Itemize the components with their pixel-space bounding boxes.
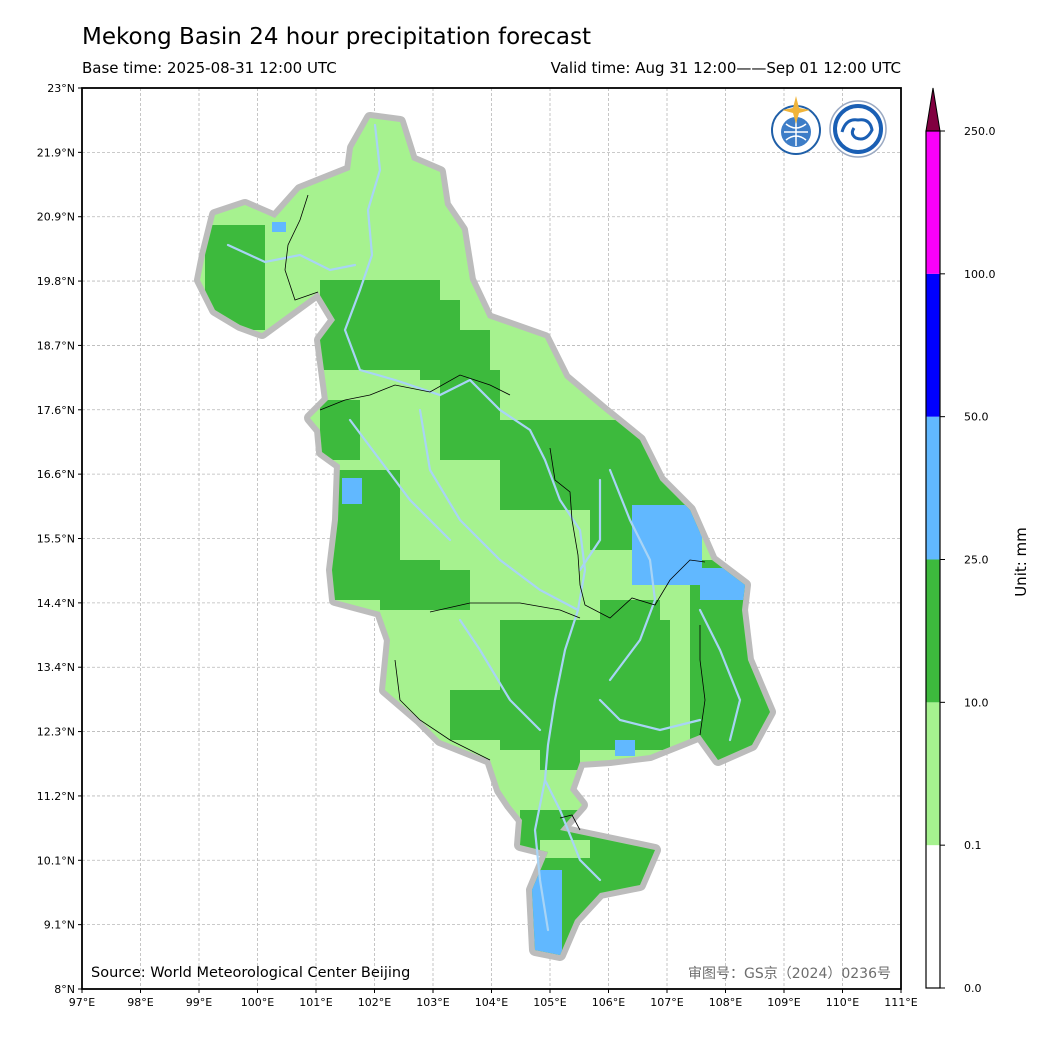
lat-tick-label: 11.2°N [37, 790, 75, 803]
colorbar-segment [926, 131, 940, 274]
lat-tick-label: 21.9°N [37, 146, 75, 159]
colorbar: 250.0 100.0 50.0 25.0 10.0 0.1 0.0 Unit: mm [925, 87, 1030, 995]
colorbar-tick-label: 10.0 [964, 696, 989, 709]
lon-tick-label: 101°E [299, 996, 332, 1009]
valid-time: Valid time: Aug 31 12:00——Sep 01 12:00 U… [550, 59, 901, 77]
lon-tick-label: 100°E [241, 996, 274, 1009]
lat-tick-label: 19.8°N [37, 275, 75, 288]
colorbar-segment [926, 702, 940, 846]
lon-tick-label: 111°E [884, 996, 917, 1009]
lon-tick-label: 109°E [767, 996, 800, 1009]
map-title: Mekong Basin 24 hour precipitation forec… [82, 24, 591, 50]
lat-tick-label: 18.7°N [37, 339, 75, 352]
lon-tick-label: 102°E [358, 996, 391, 1009]
colorbar-tick-label: 0.1 [964, 839, 982, 852]
lat-tick-label: 8°N [54, 983, 75, 996]
base-time: Base time: 2025-08-31 12:00 UTC [82, 59, 337, 77]
lat-tick-label: 20.9°N [37, 211, 75, 224]
lat-tick-label: 15.5°N [37, 533, 75, 546]
colorbar-segment [926, 559, 940, 703]
lat-tick-label: 13.4°N [37, 661, 75, 674]
lon-tick-label: 108°E [709, 996, 742, 1009]
lon-tick-label: 107°E [650, 996, 683, 1009]
lat-tick-label: 12.3°N [37, 726, 75, 739]
lat-tick-label: 17.6°N [37, 404, 75, 417]
source-label: Source: World Meteorological Center Beij… [91, 965, 410, 981]
colorbar-unit-label: Unit: mm [1012, 527, 1030, 597]
lon-tick-label: 106°E [592, 996, 625, 1009]
country-borders [284, 194, 706, 831]
lat-tick-label: 14.4°N [37, 597, 75, 610]
lon-tick-label: 99°E [186, 996, 212, 1009]
colorbar-tick-label: 25.0 [964, 554, 989, 567]
lat-tick-label: 9.1°N [44, 919, 75, 932]
longitude-axis: 97°E 98°E 99°E 100°E 101°E 102°E 103°E 104°E 105… [69, 989, 918, 1009]
lat-tick-label: 16.6°N [37, 468, 75, 481]
lon-tick-label: 105°E [533, 996, 566, 1009]
river-network [226, 123, 742, 932]
colorbar-tick-label: 0.0 [964, 982, 982, 995]
colorbar-segment [926, 845, 940, 988]
colorbar-segment [926, 416, 940, 560]
lon-tick-label: 104°E [475, 996, 508, 1009]
lat-tick-label: 10.1°N [37, 854, 75, 867]
lon-tick-label: 97°E [69, 996, 95, 1009]
lon-tick-label: 98°E [127, 996, 153, 1009]
wmo-logo [771, 96, 821, 155]
lon-tick-label: 103°E [416, 996, 449, 1009]
lon-tick-label: 110°E [826, 996, 859, 1009]
lat-tick-label: 23°N [47, 82, 75, 95]
cma-logo [829, 100, 887, 158]
colorbar-extend-arrow [925, 87, 941, 132]
colorbar-tick-label: 100.0 [964, 268, 996, 281]
latitude-axis: 23°N 21.9°N 20.9°N 19.8°N 18.7°N 17.6°N 16.6°N… [37, 82, 82, 996]
colorbar-tick-label: 250.0 [964, 125, 996, 138]
colorbar-segment [926, 273, 940, 417]
colorbar-tick-label: 50.0 [964, 411, 989, 424]
approval-number: 审图号：GS京（2024）0236号 [688, 966, 891, 982]
